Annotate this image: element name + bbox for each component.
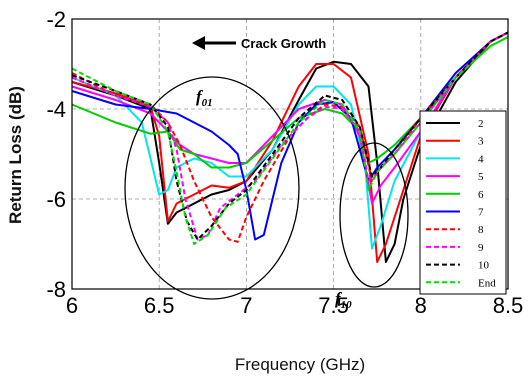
y-tick-label: -8	[46, 277, 66, 302]
y-tick-label: -2	[46, 7, 66, 32]
f10-label: f10	[335, 289, 352, 311]
legend-label: End	[478, 277, 496, 289]
x-tick-label: 8	[415, 293, 427, 318]
y-tick-label: -4	[46, 97, 66, 122]
f01-ellipse	[124, 76, 300, 300]
series-line-3	[71, 31, 509, 263]
legend-label: 9	[478, 242, 484, 254]
x-tick-label: 6.5	[144, 293, 175, 318]
legend: 2 3 4 5 6 7 8 9 10 End	[419, 110, 507, 295]
series-line-end	[71, 36, 509, 245]
crack-growth-arrowhead	[192, 36, 205, 50]
series-line-10	[71, 31, 509, 241]
legend-label: 6	[478, 189, 484, 201]
legend-label: 10	[478, 260, 490, 272]
series-lines	[71, 31, 509, 263]
x-tick-label: 7.5	[318, 293, 349, 318]
legend-label: 7	[478, 207, 484, 219]
tick-labels: 6 6.5 7 7.5 8 8.5 -2 -4 -6 -8	[46, 7, 523, 318]
x-tick-label: 7	[240, 293, 252, 318]
x-tick-label: 6	[66, 293, 78, 318]
crack-growth-label: Crack Growth	[241, 36, 326, 51]
annotations: f01 f10 Crack Growth	[124, 36, 409, 311]
legend-label: 5	[478, 171, 484, 183]
y-axis-label: Return Loss (dB)	[6, 86, 25, 224]
legend-label: 8	[478, 224, 484, 236]
series-line-9	[71, 31, 509, 241]
legend-label: 4	[478, 153, 484, 165]
x-axis-label: Frequency (GHz)	[235, 355, 365, 374]
legend-label: 2	[478, 118, 484, 130]
legend-label: 3	[478, 136, 484, 148]
legend-box	[419, 110, 507, 295]
y-tick-label: -6	[46, 187, 66, 212]
plot-frame	[71, 18, 509, 290]
series-line-7	[71, 31, 509, 241]
f10-ellipse	[339, 142, 409, 288]
f01-label: f01	[196, 87, 213, 109]
x-tick-label: 8.5	[493, 293, 524, 318]
series-line-4	[71, 31, 509, 250]
